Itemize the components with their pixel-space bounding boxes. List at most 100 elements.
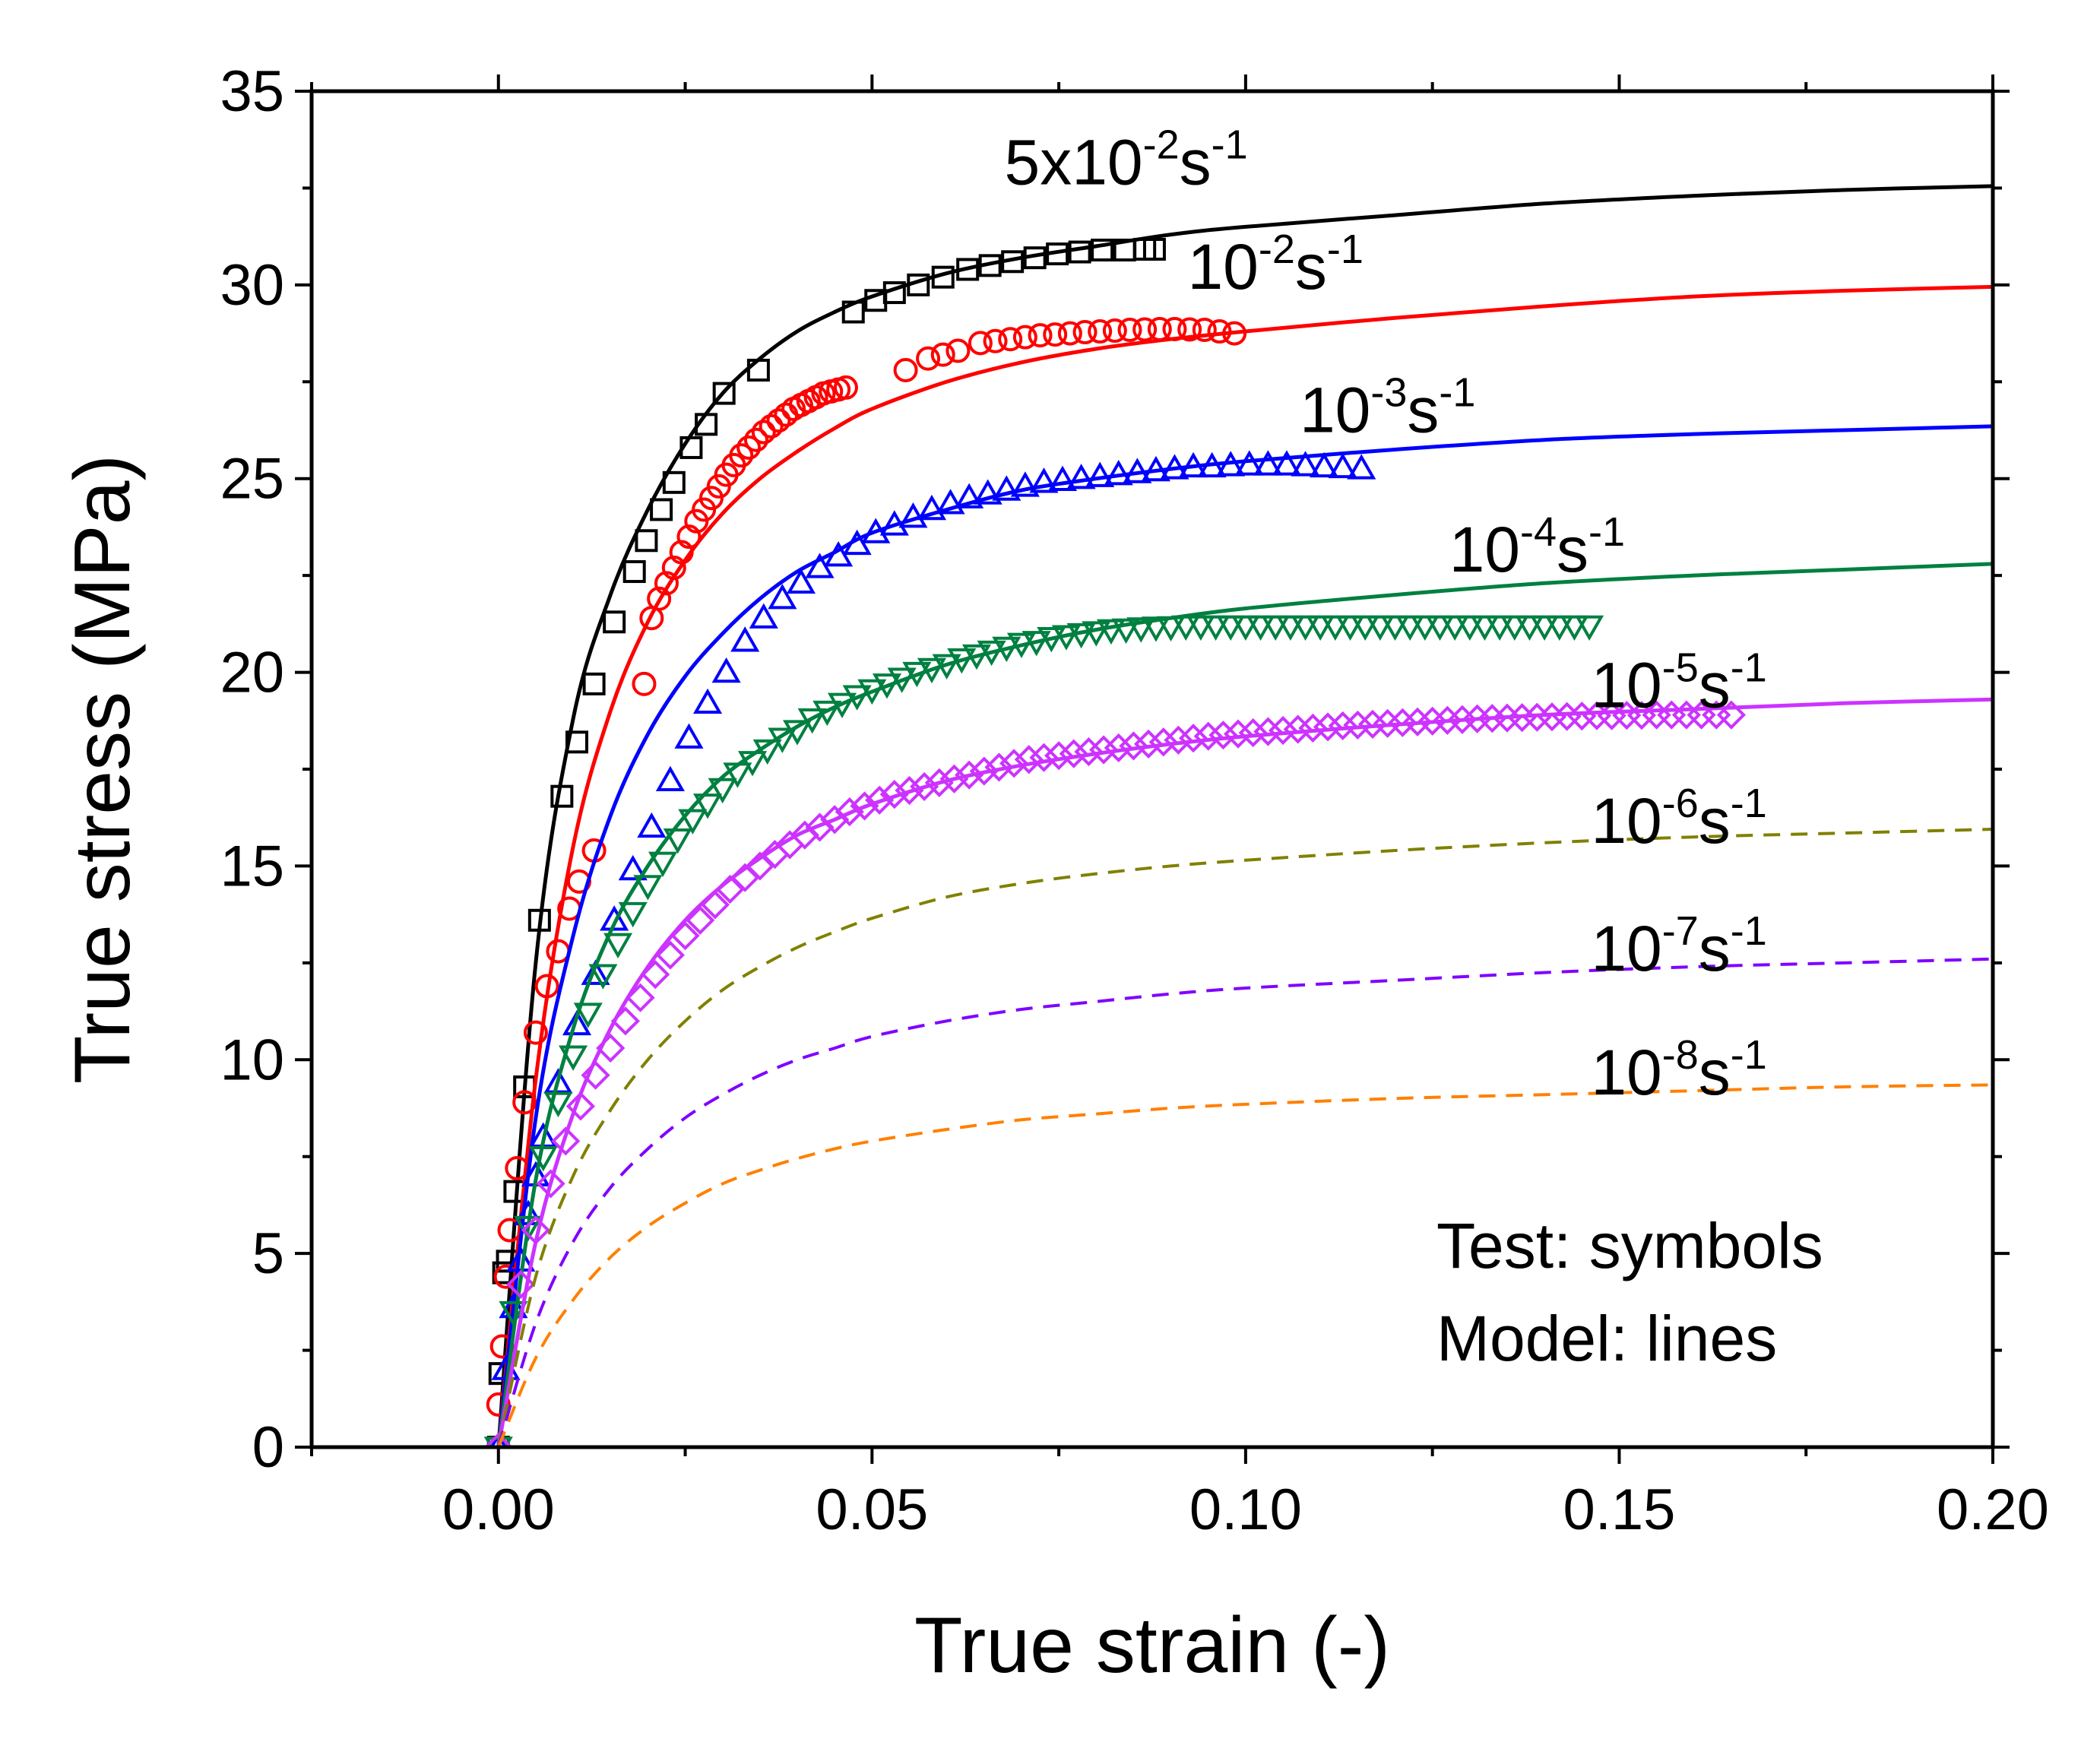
series-8 [496,1083,1993,1447]
data-point-diamond [1447,705,1478,734]
data-point-circle [916,346,941,371]
data-point-diamond [581,1060,610,1090]
data-point-triangle-up [1029,467,1059,493]
series-7 [496,957,1993,1447]
data-point-diamond [999,749,1029,778]
y-tick-label: 15 [220,834,284,898]
data-point-circle [486,1392,511,1417]
data-point-triangle-up [955,483,984,508]
data-point-diamond [939,764,969,793]
data-point-circle [512,1090,537,1115]
data-point-diamond [1104,733,1133,763]
data-point-circle [751,420,776,445]
data-point-triangle-up [730,626,760,652]
data-point-circle [523,1020,548,1045]
series-model-line [496,697,1993,1447]
data-point-triangle-down [1291,615,1320,641]
data-point-diamond [1164,725,1193,755]
data-point-triangle-up [674,723,704,749]
data-point-diamond [1298,713,1328,743]
data-point-triangle-down [1096,619,1126,645]
data-point-triangle-down [1126,617,1156,643]
data-point-diamond [1148,727,1178,757]
x-tick-label: 0.10 [1189,1478,1302,1542]
data-point-diamond [1074,736,1104,767]
data-point-square [582,672,606,695]
data-point-diamond [1044,741,1074,771]
data-point-diamond [984,752,1014,782]
data-point-triangle-down [648,851,678,877]
data-point-diamond [655,940,685,970]
data-point-triangle-down [1082,621,1111,647]
series-model-line [496,828,1993,1447]
data-point-diamond [1253,717,1283,746]
data-point-circle [1028,323,1053,348]
data-point-triangle-up [1272,450,1302,476]
data-point-triangle-up [1010,471,1040,497]
data-point-triangle-up [768,584,797,610]
data-point-triangle-down [603,933,633,959]
data-point-square [712,382,736,405]
data-point-diamond [1119,731,1148,761]
data-point-diamond [1313,712,1343,742]
axis-ticks: 0.00 0.05 0.10 0.15 0.20 0 5 10 15 20 25 30 35 [220,59,2049,1542]
series-test-points [489,450,1376,1447]
data-point-triangle-down [1231,615,1260,641]
data-point-diamond [1357,709,1388,739]
data-point-triangle-down [1440,615,1470,641]
series-6 [496,828,1993,1447]
data-point-triangle-up [936,489,965,515]
data-point-diamond [1193,721,1223,751]
y-axis-title: True stress (MPa) [59,455,147,1084]
series-test-points [486,316,1247,1417]
data-point-triangle-down [499,1300,528,1327]
series-label: 10-7s-1 [1591,908,1766,984]
data-point-diamond [865,785,895,815]
data-point-circle [945,338,971,363]
series-5 [483,697,1993,1447]
data-point-triangle-down [1320,615,1350,641]
data-point-diamond [551,1126,581,1156]
data-point-diamond [1283,714,1313,744]
data-point-triangle-down [1365,615,1395,641]
y-tick-label: 20 [220,641,284,705]
data-point-triangle-up [1234,450,1264,476]
data-point-triangle-down [1455,615,1484,641]
data-point-circle [998,327,1023,352]
data-point-triangle-down [1410,615,1440,641]
data-point-triangle-down [1395,615,1425,641]
data-point-square [650,498,673,521]
series-model-line [496,184,1993,1447]
y-tick-label: 35 [220,59,284,124]
data-point-diamond [1402,707,1433,736]
data-point-diamond [536,1169,565,1199]
data-point-circle [1132,317,1158,342]
data-point-diamond [1433,705,1462,735]
data-point-triangle-down [1530,615,1560,641]
data-point-triangle-up [637,812,667,838]
data-point-triangle-up [562,1009,592,1036]
data-point-triangle-down [1544,615,1574,641]
data-point-circle [1102,318,1127,344]
data-point-triangle-up [992,475,1021,501]
data-point-diamond [1373,708,1402,738]
data-point-circle [1177,317,1202,342]
data-point-diamond [910,771,939,802]
data-point-circle [632,671,657,696]
series-model-line [496,424,1993,1447]
data-point-circle [654,571,679,596]
data-point-triangle-down [1216,615,1246,641]
data-point-diamond [955,760,984,790]
data-point-circle [647,586,672,611]
data-point-triangle-down [1141,616,1170,642]
data-point-diamond [895,775,924,806]
data-point-triangle-down [1500,615,1529,641]
legend-note-model: Model: lines [1436,1303,1777,1374]
data-point-diamond [1029,743,1059,772]
data-point-diamond [1059,739,1088,768]
data-point-triangle-up [711,657,741,683]
data-point-circle [676,524,702,550]
data-point-circle [759,413,784,439]
data-point-diamond [1223,719,1253,749]
